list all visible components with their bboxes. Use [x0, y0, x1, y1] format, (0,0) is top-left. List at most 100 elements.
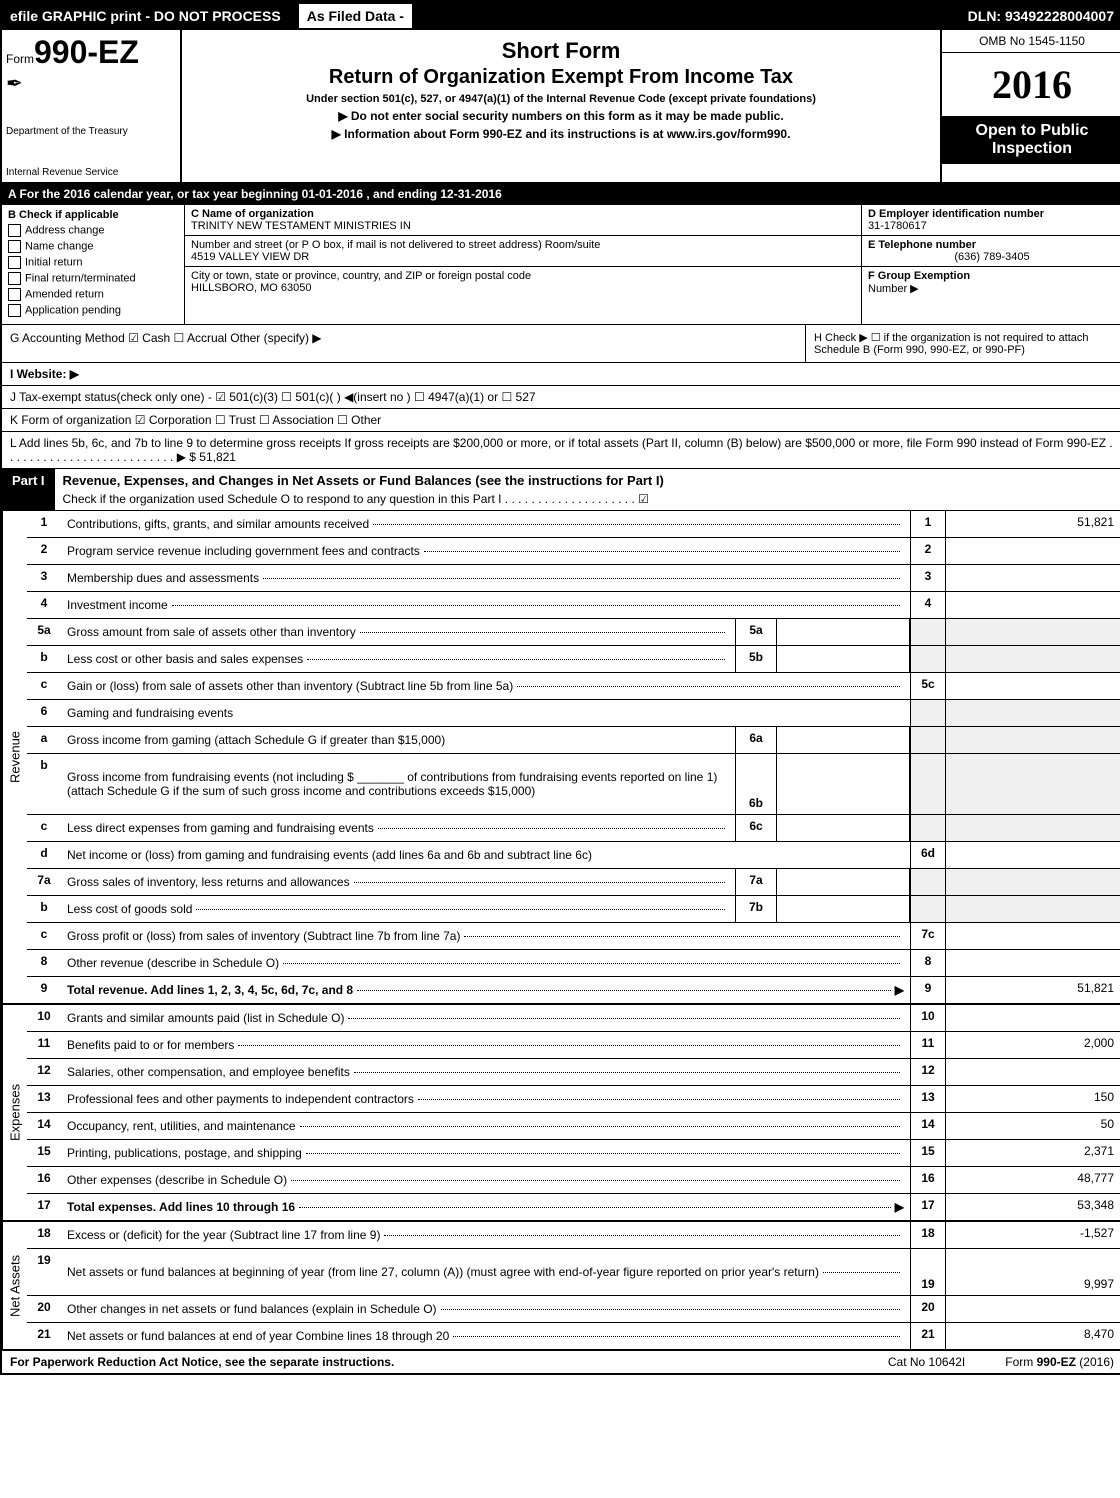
short-form: Short Form [188, 38, 934, 64]
row-17: 17 Total expenses. Add lines 10 through … [27, 1194, 1120, 1220]
r1-rn: 1 [910, 511, 945, 537]
topbar-left: efile GRAPHIC print - DO NOT PROCESS [2, 4, 289, 28]
r2-d: Program service revenue including govern… [61, 538, 910, 564]
b-item-2: Initial return [8, 256, 178, 269]
r9-rn: 9 [910, 977, 945, 1003]
row-6a: a Gross income from gaming (attach Sched… [27, 727, 1120, 754]
r5b-sb: 5b [735, 646, 777, 672]
row-6: 6 Gaming and fundraising events [27, 700, 1120, 727]
r10-d: Grants and similar amounts paid (list in… [61, 1005, 910, 1031]
topbar: efile GRAPHIC print - DO NOT PROCESS As … [2, 2, 1120, 30]
checkbox-icon[interactable] [8, 304, 21, 317]
r7a-sb: 7a [735, 869, 777, 895]
row-1: 1 Contributions, gifts, grants, and simi… [27, 511, 1120, 538]
c3-label: City or town, state or province, country… [191, 270, 855, 282]
j-line: J Tax-exempt status(check only one) - ☑ … [2, 386, 1120, 409]
r21-dt: Net assets or fund balances at end of ye… [67, 1329, 449, 1343]
checkbox-icon[interactable] [8, 240, 21, 253]
r15-rn: 15 [910, 1140, 945, 1166]
dept2: Internal Revenue Service [6, 167, 176, 178]
r7b-rn [910, 896, 945, 922]
r6a-sv [777, 727, 910, 753]
r19-d: Net assets or fund balances at beginning… [61, 1249, 910, 1295]
row-6b: b Gross income from fundraising events (… [27, 754, 1120, 815]
inspect-box: Open to Public Inspection [942, 116, 1120, 164]
r3-rv [945, 565, 1120, 591]
row-13: 13 Professional fees and other payments … [27, 1086, 1120, 1113]
b-item-3: Final return/terminated [8, 272, 178, 285]
b-label-4: Amended return [25, 288, 104, 300]
checkbox-icon[interactable] [8, 256, 21, 269]
r13-rv: 150 [945, 1086, 1120, 1112]
row-5a: 5a Gross amount from sale of assets othe… [27, 619, 1120, 646]
r18-dt: Excess or (deficit) for the year (Subtra… [67, 1228, 380, 1242]
r7c-rn: 7c [910, 923, 945, 949]
expenses-block: Expenses 10 Grants and similar amounts p… [2, 1005, 1120, 1222]
r6a-rn [910, 727, 945, 753]
r16-n: 16 [27, 1167, 61, 1193]
r3-rn: 3 [910, 565, 945, 591]
tax-year: 2016 [942, 53, 1120, 116]
b-item-0: Address change [8, 224, 178, 237]
part1-header: Part I Revenue, Expenses, and Changes in… [2, 469, 1120, 511]
e-val: (636) 789-3405 [868, 251, 1116, 263]
r6a-d: Gross income from gaming (attach Schedul… [61, 727, 735, 753]
netassets-block: Net Assets 18 Excess or (deficit) for th… [2, 1222, 1120, 1351]
r4-dt: Investment income [67, 598, 168, 612]
r6c-sv [777, 815, 910, 841]
revenue-block: Revenue 1 Contributions, gifts, grants, … [2, 511, 1120, 1005]
r15-dt: Printing, publications, postage, and shi… [67, 1146, 302, 1160]
year-box: OMB No 1545-1150 2016 Open to Public Ins… [940, 30, 1120, 182]
r7c-d: Gross profit or (loss) from sales of inv… [61, 923, 910, 949]
warn2: ▶ Information about Form 990-EZ and its … [188, 127, 934, 141]
section-a: A For the 2016 calendar year, or tax yea… [2, 184, 1120, 205]
r21-rn: 21 [910, 1323, 945, 1349]
r19-rn: 19 [910, 1249, 945, 1295]
r3-n: 3 [27, 565, 61, 591]
r5c-d: Gain or (loss) from sale of assets other… [61, 673, 910, 699]
r11-d: Benefits paid to or for members [61, 1032, 910, 1058]
r14-n: 14 [27, 1113, 61, 1139]
r5a-dt: Gross amount from sale of assets other t… [67, 625, 356, 639]
row-5c: c Gain or (loss) from sale of assets oth… [27, 673, 1120, 700]
c2-val: 4519 VALLEY VIEW DR [191, 251, 855, 263]
b-label-5: Application pending [25, 304, 121, 316]
r14-dt: Occupancy, rent, utilities, and maintena… [67, 1119, 296, 1133]
r13-n: 13 [27, 1086, 61, 1112]
r7b-rv [945, 896, 1120, 922]
r6b-d: Gross income from fundraising events (no… [61, 754, 735, 814]
checkbox-icon[interactable] [8, 288, 21, 301]
r19-rv: 9,997 [945, 1249, 1120, 1295]
r6c-n: c [27, 815, 61, 841]
r1-n: 1 [27, 511, 61, 537]
r11-rv: 2,000 [945, 1032, 1120, 1058]
r10-dt: Grants and similar amounts paid (list in… [67, 1011, 344, 1025]
k-line: K Form of organization ☑ Corporation ☐ T… [2, 409, 1120, 432]
r6a-dt: Gross income from gaming (attach Schedul… [67, 733, 445, 747]
footer: For Paperwork Reduction Act Notice, see … [2, 1351, 1120, 1373]
c2-label: Number and street (or P O box, if mail i… [191, 239, 855, 251]
r1-rv: 51,821 [945, 511, 1120, 537]
r5b-sv [777, 646, 910, 672]
l-line: L Add lines 5b, 6c, and 7b to line 9 to … [2, 432, 1120, 469]
r5c-rn: 5c [910, 673, 945, 699]
d-label: D Employer identification number [868, 208, 1116, 220]
r9-dt: Total revenue. Add lines 1, 2, 3, 4, 5c,… [67, 983, 353, 997]
r14-d: Occupancy, rent, utilities, and maintena… [61, 1113, 910, 1139]
r5a-d: Gross amount from sale of assets other t… [61, 619, 735, 645]
r17-n: 17 [27, 1194, 61, 1220]
r20-rn: 20 [910, 1296, 945, 1322]
r6a-n: a [27, 727, 61, 753]
checkbox-icon[interactable] [8, 224, 21, 237]
r7a-sv [777, 869, 910, 895]
checkbox-icon[interactable] [8, 272, 21, 285]
r6b-rn [910, 754, 945, 814]
row-8: 8 Other revenue (describe in Schedule O)… [27, 950, 1120, 977]
r6a-rv [945, 727, 1120, 753]
r4-rv [945, 592, 1120, 618]
r1-dt: Contributions, gifts, grants, and simila… [67, 517, 369, 531]
r2-n: 2 [27, 538, 61, 564]
row-6c: c Less direct expenses from gaming and f… [27, 815, 1120, 842]
r6-d: Gaming and fundraising events [61, 700, 910, 726]
r17-d: Total expenses. Add lines 10 through 16▶ [61, 1194, 910, 1220]
